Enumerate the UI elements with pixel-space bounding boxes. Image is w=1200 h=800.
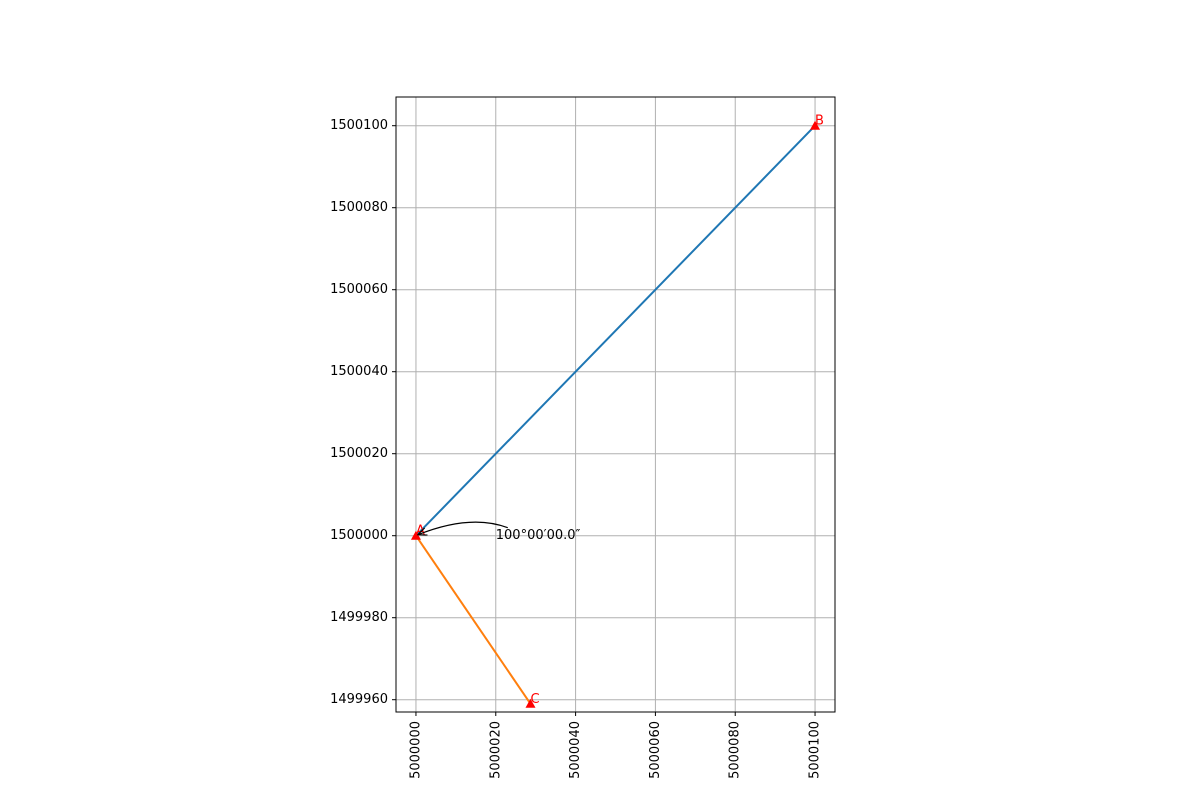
plot-area-frame [395, 96, 836, 713]
x-axis: 5000000 5000020 5000040 5000060 5000080 50001… [408, 712, 823, 779]
x-tick-label: 5000080 [728, 721, 743, 779]
x-tick-label: 5000040 [568, 721, 583, 779]
y-tick-label: 1500020 [330, 446, 388, 461]
point-marker-b [810, 120, 821, 130]
series-line-1 [415, 125, 816, 537]
y-tick-label: 1500080 [330, 200, 388, 215]
point-label-a: A [416, 524, 425, 539]
x-tick-label: 5000020 [488, 721, 503, 779]
point-marker-c [525, 698, 536, 708]
y-tick-label: 1500040 [330, 364, 388, 379]
x-tick-label: 5000000 [408, 721, 423, 779]
y-tick-label: 1500000 [330, 528, 388, 543]
angle-label: 100°00′00.0″ [496, 528, 581, 543]
series-lines [415, 125, 816, 705]
series-line-2 [415, 535, 532, 705]
point-label-c: C [530, 692, 539, 707]
y-tick-label: 1499980 [330, 610, 388, 625]
angle-annotation: 100°00′00.0″ [418, 521, 581, 543]
y-tick-label: 1499960 [330, 692, 388, 707]
y-tick-label: 1500100 [330, 118, 388, 133]
y-tick-label: 1500060 [330, 282, 388, 297]
point-label-b: B [815, 114, 824, 129]
grid [396, 97, 835, 712]
point-marker-a [410, 530, 421, 540]
annotation-arrow [418, 521, 508, 535]
y-axis: 1499960 1499980 1500000 1500020 1500040 15000… [330, 118, 396, 707]
x-tick-label: 5000060 [648, 721, 663, 779]
x-tick-label: 5000100 [808, 721, 823, 779]
